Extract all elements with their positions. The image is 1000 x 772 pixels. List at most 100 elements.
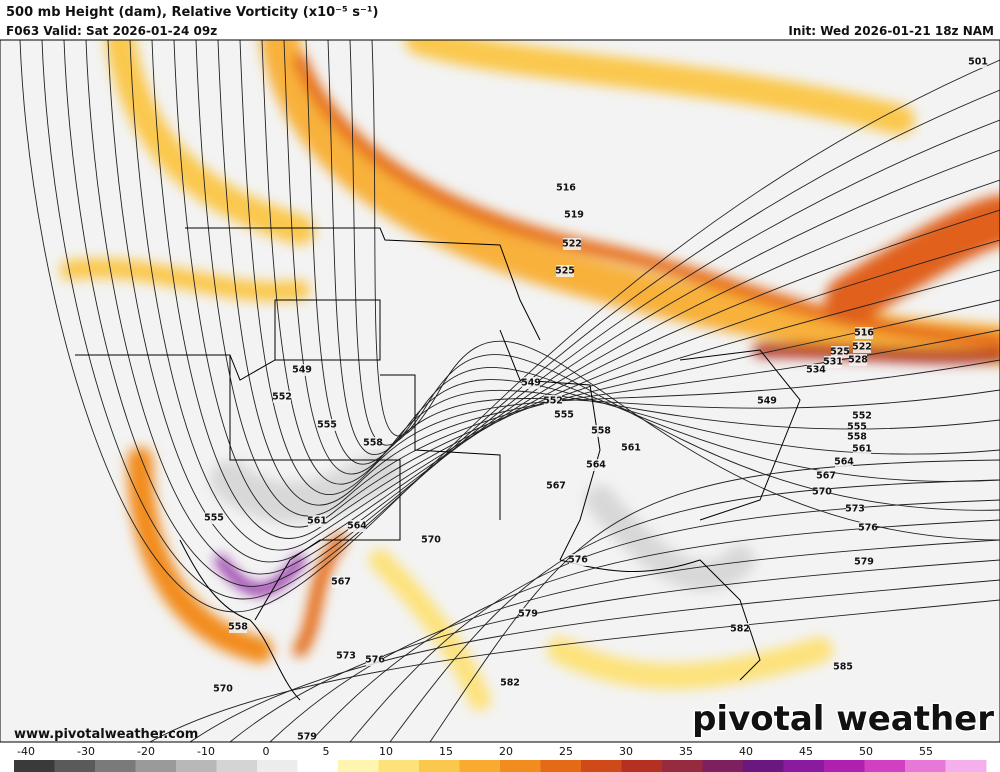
contour-label-bg bbox=[853, 443, 871, 455]
contour-label-bg bbox=[556, 265, 574, 277]
contour-label-bg bbox=[855, 556, 873, 568]
contour-label: 573 bbox=[845, 504, 865, 515]
contour-label-bg bbox=[848, 421, 866, 433]
init-time: Init: Wed 2026-01-21 18z NAM bbox=[788, 24, 994, 38]
colorbar-swatch bbox=[459, 760, 501, 772]
colorbar-swatch bbox=[297, 760, 339, 772]
contour-label-bg bbox=[807, 364, 825, 376]
colorbar-tick-label: -40 bbox=[17, 745, 35, 758]
contour-label: 558 bbox=[228, 622, 248, 633]
colorbar-swatch bbox=[216, 760, 258, 772]
contour-line bbox=[389, 479, 1000, 742]
contour-label-bg bbox=[273, 391, 291, 403]
contour-label-bg bbox=[547, 480, 565, 492]
contour-label: 564 bbox=[834, 457, 854, 468]
colorbar-tick-label: 20 bbox=[499, 745, 513, 758]
contour-line bbox=[129, 40, 1000, 551]
contour-label-bg bbox=[563, 238, 581, 250]
contour-label: 564 bbox=[347, 521, 367, 532]
contour-label-bg bbox=[205, 512, 223, 524]
contour-label-bg bbox=[731, 623, 749, 635]
colorbar-tick-label: 30 bbox=[619, 745, 633, 758]
contour-line bbox=[19, 40, 1000, 613]
contour-line bbox=[173, 40, 1000, 528]
contour-label-bg bbox=[366, 654, 384, 666]
map-frame bbox=[0, 39, 1000, 743]
colorbar-tick-label: 15 bbox=[439, 745, 453, 758]
contour-label-bg bbox=[522, 377, 540, 389]
contour-label-bg bbox=[835, 456, 853, 468]
contour-line bbox=[63, 40, 1000, 587]
colorbar-swatch bbox=[54, 760, 96, 772]
contour-label: 567 bbox=[546, 481, 566, 492]
contour-label-bg bbox=[348, 520, 366, 532]
contour-line bbox=[327, 40, 1000, 482]
colorbar-swatch bbox=[419, 760, 460, 772]
contour-label-bg bbox=[817, 470, 835, 482]
contour-line bbox=[107, 40, 1000, 563]
contour-label-bg bbox=[813, 486, 831, 498]
contour-label-bg bbox=[592, 425, 610, 437]
colorbar-tick-label: 55 bbox=[919, 745, 933, 758]
colorbar-swatch bbox=[824, 760, 865, 772]
contour-label: 558 bbox=[591, 426, 611, 437]
contour-label-bg bbox=[308, 515, 326, 527]
contour-label: 576 bbox=[568, 555, 588, 566]
contour-label: 525 bbox=[555, 266, 575, 277]
contour-label: 567 bbox=[331, 577, 351, 588]
colorbar-tick-label: -10 bbox=[197, 745, 215, 758]
colorbar-tick-label: 10 bbox=[379, 745, 393, 758]
contour-label-bg bbox=[848, 431, 866, 443]
contour-label-bg bbox=[824, 356, 842, 368]
contour-label: 528 bbox=[848, 355, 868, 366]
contour-label-bg bbox=[569, 554, 587, 566]
contour-label-bg bbox=[214, 683, 232, 695]
contour-line bbox=[239, 40, 1000, 495]
contour-line bbox=[85, 40, 1000, 575]
contour-label: 525 bbox=[830, 347, 850, 358]
contour-label-bg bbox=[332, 576, 350, 588]
contour-label-bg bbox=[853, 341, 871, 353]
contour-line bbox=[269, 539, 1000, 742]
contour-label: 552 bbox=[852, 411, 872, 422]
colorbar-tick-label: -30 bbox=[77, 745, 95, 758]
contour-line bbox=[305, 40, 1000, 465]
contour-label: 570 bbox=[213, 684, 233, 695]
contour-label-bg bbox=[831, 346, 849, 358]
contour-label-bg bbox=[587, 459, 605, 471]
contour-label: 555 bbox=[847, 422, 867, 433]
contour-label: 576 bbox=[858, 523, 878, 534]
contour-label-bg bbox=[758, 395, 776, 407]
contour-label: 582 bbox=[500, 678, 520, 689]
contour-label-bg bbox=[853, 410, 871, 422]
contour-label: 576 bbox=[365, 655, 385, 666]
contour-line bbox=[309, 519, 1000, 742]
contour-label: 552 bbox=[543, 396, 563, 407]
contour-label-bg bbox=[519, 608, 537, 620]
colorbar-swatch bbox=[338, 760, 379, 772]
colorbar-tick-label: 5 bbox=[323, 745, 330, 758]
contour-label: 558 bbox=[363, 438, 383, 449]
contour-label-bg bbox=[622, 442, 640, 454]
contour-line bbox=[149, 599, 1000, 742]
contour-label: 522 bbox=[852, 342, 872, 353]
contour-label-bg bbox=[229, 621, 247, 633]
colorbar-swatch bbox=[176, 760, 217, 772]
contour-label-bg bbox=[565, 209, 583, 221]
colorbar-tick-label: 25 bbox=[559, 745, 573, 758]
colorbar-swatch bbox=[378, 760, 420, 772]
contour-label: 501 bbox=[968, 57, 988, 68]
contour-label-bg bbox=[293, 364, 311, 376]
contour-label-bg bbox=[298, 731, 316, 742]
colorbar-swatch bbox=[540, 760, 582, 772]
contour-label: 531 bbox=[823, 357, 843, 368]
colorbar-swatch bbox=[95, 760, 136, 772]
contour-label-bg bbox=[318, 419, 336, 431]
contour-label-bg bbox=[855, 327, 873, 339]
contour-line bbox=[189, 579, 1000, 742]
colorbar-tick-label: 35 bbox=[679, 745, 693, 758]
contour-label: 549 bbox=[757, 396, 777, 407]
colorbar-tick-label: -20 bbox=[137, 745, 155, 758]
